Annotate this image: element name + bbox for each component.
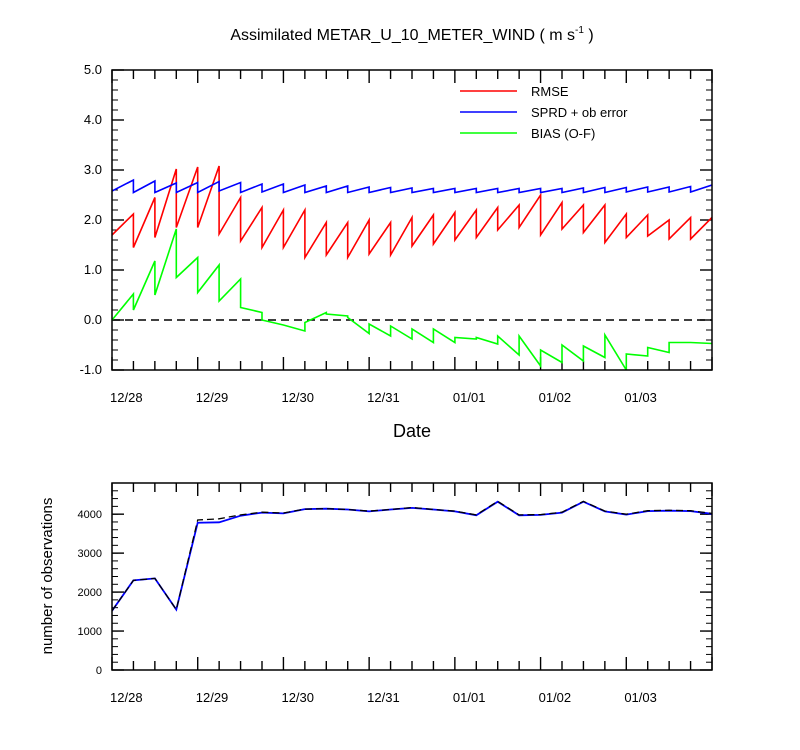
top-x-tick-label: 12/28 — [110, 390, 143, 405]
bottom-y-tick-label: 2000 — [78, 587, 102, 599]
top-y-tick-label: -1.0 — [80, 362, 102, 377]
bottom-y-axis: 0 1000 2000 3000 4000 — [78, 509, 712, 677]
bottom-minor-ticks — [111, 482, 713, 671]
bottom-panel: 0 1000 2000 3000 4000 12/28 12/29 12/30 12/31 01… — [39, 482, 713, 705]
top-y-tick-label: 5.0 — [84, 62, 102, 77]
top-y-tick-label: 1.0 — [84, 262, 102, 277]
top-x-axis: 12/28 12/29 12/30 12/31 01/01 01/02 01/03 — [110, 390, 657, 405]
bottom-x-tick-label: 12/31 — [367, 690, 400, 705]
bottom-y-tick-label: 4000 — [78, 509, 102, 521]
top-x-tick-label: 12/29 — [196, 390, 229, 405]
top-plot-frame — [111, 69, 713, 371]
top-y-tick-label: 4.0 — [84, 112, 102, 127]
top-y-tick-label: 3.0 — [84, 162, 102, 177]
top-series-group — [112, 165, 712, 370]
bottom-series-assimilated — [112, 500, 712, 612]
bottom-x-tick-label: 01/02 — [539, 690, 572, 705]
top-series-bias-o-f — [112, 228, 712, 370]
top-x-tick-label: 01/01 — [453, 390, 486, 405]
legend-sprd-label: SPRD + ob error — [531, 105, 628, 120]
bottom-x-tick-label: 01/01 — [453, 690, 486, 705]
x-axis-title: Date — [393, 421, 431, 441]
bottom-x-axis: 12/28 12/29 12/30 12/31 01/01 01/02 01/03 — [110, 690, 657, 705]
top-series-sprd-ob-error — [112, 178, 712, 194]
bottom-y-axis-title: number of observations — [39, 498, 56, 655]
top-y-tick-label: 2.0 — [84, 212, 102, 227]
bottom-plot-frame — [111, 482, 713, 671]
bottom-series-possible — [112, 500, 712, 612]
legend-rmse-label: RMSE — [531, 84, 569, 99]
bottom-y-tick-label: 0 — [96, 665, 102, 677]
legend: RMSE SPRD + ob error BIAS (O-F) — [460, 84, 628, 141]
top-x-tick-label: 01/03 — [624, 390, 657, 405]
bottom-y-tick-label: 1000 — [78, 626, 102, 638]
bottom-x-tick-label: 12/28 — [110, 690, 143, 705]
top-y-tick-label: 0.0 — [84, 312, 102, 327]
bottom-y-tick-label: 3000 — [78, 548, 102, 560]
bottom-series-group — [112, 500, 712, 612]
top-panel: Assimilated METAR_U_10_METER_WIND ( m s-… — [80, 25, 713, 441]
bottom-x-tick-label: 12/30 — [281, 690, 314, 705]
top-x-tick-label: 12/30 — [281, 390, 314, 405]
bottom-x-tick-label: 12/29 — [196, 690, 229, 705]
top-chart-title: Assimilated METAR_U_10_METER_WIND ( m s-… — [230, 25, 593, 44]
legend-bias-label: BIAS (O-F) — [531, 126, 595, 141]
bottom-x-tick-label: 01/03 — [624, 690, 657, 705]
top-x-tick-label: 12/31 — [367, 390, 400, 405]
top-series-rmse — [112, 165, 712, 261]
top-x-tick-label: 01/02 — [539, 390, 572, 405]
